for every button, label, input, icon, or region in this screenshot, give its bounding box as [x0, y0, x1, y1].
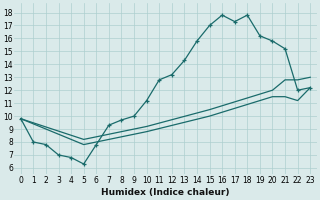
X-axis label: Humidex (Indice chaleur): Humidex (Indice chaleur) — [101, 188, 230, 197]
